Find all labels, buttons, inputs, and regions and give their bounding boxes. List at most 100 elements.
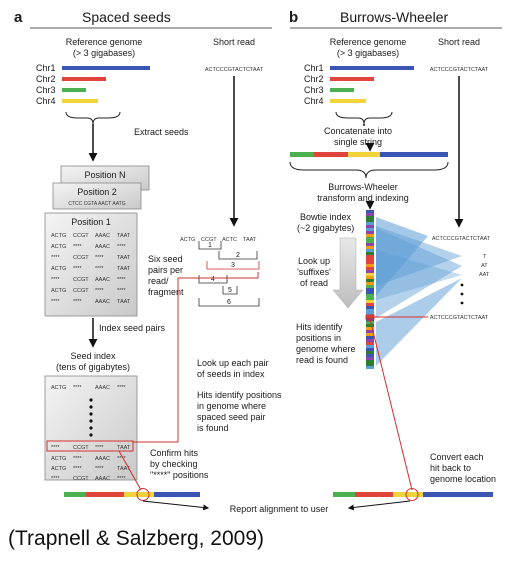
bowtie-index-segment xyxy=(366,351,374,354)
bowtie-index-segment xyxy=(366,342,374,345)
bowtie-index-segment xyxy=(366,216,374,219)
seed-pair-box-2 xyxy=(218,251,258,260)
seed-pair-box-5 xyxy=(222,286,238,295)
bowtie-index-segment xyxy=(366,231,374,234)
confirm-text-line1: Confirm hits xyxy=(150,448,199,458)
index-row-bottom-2-cell: **** xyxy=(95,466,104,472)
confirm-connector-red xyxy=(118,450,142,491)
bowtie-index-segment xyxy=(366,237,374,240)
position-2-label: Position 2 xyxy=(77,187,117,197)
convert-text-line1: Convert each xyxy=(430,452,484,462)
index-row-bottom-2-cell: ACTG xyxy=(51,466,66,472)
chr2-bar-b xyxy=(330,77,374,81)
bowtie-index-segment xyxy=(366,228,374,231)
seed-row-4-cell: **** xyxy=(73,266,82,272)
six-seed-pairs-line4: fragment xyxy=(148,287,184,297)
bowtie-index-segment xyxy=(366,288,374,291)
seed-row-3-cell: **** xyxy=(51,255,60,261)
bowtie-index-segment xyxy=(366,363,374,366)
bowtie-index-segment xyxy=(366,330,374,333)
bowtie-index-segment xyxy=(366,270,374,273)
suffix-label-aat: AAT xyxy=(479,272,490,278)
index-row-bottom-3-cell: **** xyxy=(117,476,126,482)
convert-text-line3: genome location xyxy=(430,474,496,484)
seed-row-4-cell: ACTG xyxy=(51,266,66,272)
seed-pair-number-2: 2 xyxy=(236,252,240,259)
bowtie-index-segment xyxy=(366,255,374,258)
bw-text-line2: transform and indexing xyxy=(317,193,409,203)
index-row-bottom-3-cell: AAAC xyxy=(95,476,110,482)
bowtie-index-segment xyxy=(366,222,374,225)
panel-a-title: Spaced seeds xyxy=(82,9,171,25)
bowtie-index-segment xyxy=(366,336,374,339)
bowtie-index-segment xyxy=(366,234,374,237)
chr4-bar-a xyxy=(62,99,98,103)
seed-row-7-cell: **** xyxy=(73,299,82,305)
bowtie-index-segment xyxy=(366,324,374,327)
bowtie-index-segment xyxy=(366,333,374,336)
panel-b-letter: b xyxy=(289,9,298,26)
panel-a: a Spaced seeds Reference genome (> 3 gig… xyxy=(14,9,282,501)
index-row-hit-cell: **** xyxy=(51,445,60,451)
hits-text-line4-b: read is found xyxy=(296,355,348,365)
suffix-ellipsis-dot-3 xyxy=(460,301,464,305)
index-row-hit-cell: **** xyxy=(95,445,104,451)
bowtie-index-segment xyxy=(366,279,374,282)
index-row-bottom-1-cell: ACTG xyxy=(51,456,66,462)
bowtie-index-segment xyxy=(366,321,374,324)
citation: (Trapnell & Salzberg, 2009) xyxy=(8,527,265,550)
position-2-seq: CTCC CGTA AACT AATG xyxy=(68,201,125,207)
bowtie-index-segment xyxy=(366,360,374,363)
bowtie-index-segment xyxy=(366,357,374,360)
seed-row-7-cell: TAAT xyxy=(117,299,131,305)
seed-row-4-cell: **** xyxy=(95,266,104,272)
seed-row-1-cell: TAAT xyxy=(117,233,131,239)
chr1-label-b: Chr1 xyxy=(304,63,324,73)
bowtie-index-segment xyxy=(366,273,374,276)
chr3-label-a: Chr3 xyxy=(36,85,56,95)
hits-text-line4-a: is found xyxy=(197,423,229,433)
ref-genome-size-a: (> 3 gigabases) xyxy=(73,48,135,58)
position-n-label: Position N xyxy=(84,170,125,180)
seed-pair-number-5: 5 xyxy=(228,287,232,294)
ref-genome-label-a: Reference genome xyxy=(66,37,143,47)
read-seed-1: ACTG xyxy=(180,237,195,243)
seed-row-6-cell: ACTG xyxy=(51,288,66,294)
bowtie-index-segment xyxy=(366,261,374,264)
bowtie-index-segment xyxy=(366,366,374,369)
six-seed-pairs-line1: Six seed xyxy=(148,254,183,264)
index-row-hit-cell: TAAT xyxy=(117,445,131,451)
short-read-seq-a: ACTCCCGTACTCTAAT xyxy=(205,67,264,73)
bowtie-index-segment xyxy=(366,264,374,267)
report-arrow-right xyxy=(347,500,411,511)
bowtie-index-segment xyxy=(366,276,374,279)
index-ellipsis-dot-5 xyxy=(89,426,93,430)
seed-row-7-cell: AAAC xyxy=(95,299,110,305)
index-row-top-cell: **** xyxy=(73,385,82,391)
confirm-text-line2: by checking xyxy=(150,459,198,469)
short-read-seq-b: ACTCCCGTACTCTAAT xyxy=(430,67,489,73)
bowtie-index-segment xyxy=(366,300,374,303)
hits-text-line2-a: in genome where xyxy=(197,401,266,411)
suffix-label-t: T xyxy=(483,254,487,260)
suffix-ellipsis-dot-1 xyxy=(460,283,464,287)
lookup-text-line2-b: 'suffixes' xyxy=(297,267,331,277)
chr3-bar-a xyxy=(62,88,86,92)
index-row-bottom-3-cell: CCGT xyxy=(73,476,89,482)
index-row-bottom-1-cell: AAAC xyxy=(95,456,110,462)
bowtie-text-line2: (~2 gigabytes) xyxy=(297,223,354,233)
seed-row-3-cell: TAAT xyxy=(117,255,131,261)
bowtie-index-segment xyxy=(366,243,374,246)
bowtie-index-segment xyxy=(366,306,374,309)
hits-text-line1-a: Hits identify positions xyxy=(197,390,282,400)
read-seed-3: ACTC xyxy=(222,237,237,243)
lookup-text-line3-b: of read xyxy=(300,278,328,288)
genome-bar-b xyxy=(333,492,493,497)
report-arrow-left xyxy=(142,500,210,511)
panel-b: b Burrows-Wheeler Reference genome (> 3 … xyxy=(289,9,502,501)
hits-text-line2-b: positions in xyxy=(296,333,341,343)
index-ellipsis-dot-4 xyxy=(89,419,93,423)
concatenated-string-bar xyxy=(290,152,448,157)
index-row-hit-cell: CCGT xyxy=(73,445,89,451)
